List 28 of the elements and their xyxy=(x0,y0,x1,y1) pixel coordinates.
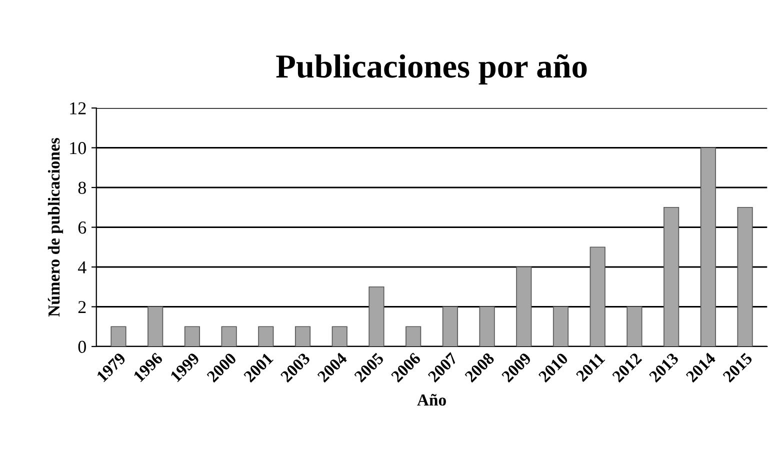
bar xyxy=(479,306,495,346)
y-tick-label: 6 xyxy=(78,222,86,234)
y-tick-label: 10 xyxy=(70,142,86,154)
y-tick-label: 2 xyxy=(78,301,86,314)
y-tick-label: 4 xyxy=(78,261,86,274)
bar xyxy=(221,326,237,346)
bar xyxy=(516,266,532,346)
bar xyxy=(590,246,606,346)
y-axis-title: Número de publicaciones xyxy=(48,138,64,317)
y-tick-label: 8 xyxy=(78,182,86,194)
bar xyxy=(294,326,311,346)
bar xyxy=(148,306,164,346)
chart-title: Publicaciones por año xyxy=(276,54,587,85)
y-tick-label: 12 xyxy=(70,102,86,114)
bar xyxy=(626,306,642,346)
bar xyxy=(258,326,274,346)
bar xyxy=(332,326,348,346)
bar xyxy=(700,147,716,346)
bar xyxy=(110,326,126,346)
bar xyxy=(368,286,384,346)
bar xyxy=(552,306,569,346)
bar xyxy=(664,206,680,346)
bar xyxy=(184,326,200,346)
bar xyxy=(737,206,753,346)
bar xyxy=(442,306,458,346)
bar xyxy=(406,326,422,346)
y-tick-label: 0 xyxy=(78,340,86,353)
x-axis-title: Año xyxy=(417,394,446,406)
